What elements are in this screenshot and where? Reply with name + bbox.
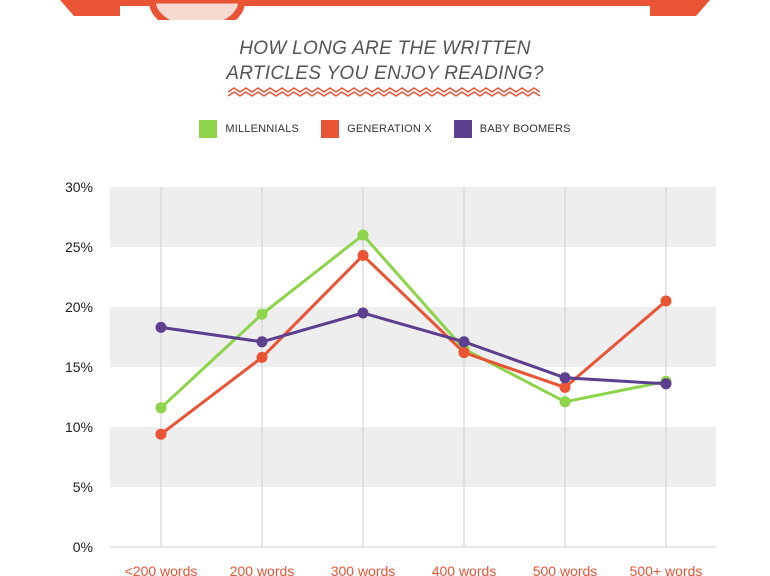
data-point-baby-boomers: [155, 321, 167, 333]
legend-swatch-generation-x: [321, 120, 340, 138]
y-tick-label: 10%: [65, 419, 93, 435]
banner-bar: [120, 0, 650, 6]
y-tick-label: 0%: [73, 539, 93, 555]
data-point-millennials: [357, 229, 369, 241]
data-point-millennials: [155, 402, 167, 414]
data-point-baby-boomers: [256, 336, 268, 348]
chart-title-line-2: ARTICLES YOU ENJOY READING?: [226, 63, 544, 84]
data-point-generation-x: [155, 428, 167, 440]
legend-item-baby-boomers: BABY BOOMERS: [453, 120, 571, 138]
legend-label-baby-boomers: BABY BOOMERS: [479, 123, 571, 135]
legend-item-generation-x: GENERATION X: [321, 120, 432, 138]
y-tick-label: 20%: [65, 299, 93, 315]
data-point-millennials: [256, 308, 268, 320]
series-line-millennials: [159, 233, 667, 409]
data-point-baby-boomers: [357, 307, 369, 319]
y-tick-label: 15%: [65, 359, 93, 375]
data-point-baby-boomers: [559, 372, 571, 384]
data-point-generation-x: [559, 381, 571, 393]
grid-band: [110, 307, 716, 367]
data-point-generation-x: [660, 295, 672, 307]
y-tick-label: 30%: [65, 179, 93, 195]
x-tick-label: 500 words: [533, 563, 598, 576]
x-tick-label: 300 words: [331, 563, 396, 576]
banner-circle: [148, 0, 246, 20]
data-point-baby-boomers: [660, 378, 672, 390]
data-point-generation-x: [458, 347, 470, 359]
banner-ribbon-right: [650, 0, 710, 16]
header-banner: [60, 0, 710, 20]
x-tick-label: <200 words: [125, 563, 198, 576]
legend-item-millennials: MILLENNIALS: [199, 120, 299, 138]
data-point-generation-x: [357, 249, 369, 261]
data-point-millennials: [559, 396, 571, 408]
legend-label-generation-x: GENERATION X: [347, 123, 432, 135]
series-line-baby-boomers: [160, 311, 667, 386]
banner-ribbon-left: [60, 0, 120, 16]
legend-swatch-millennials: [199, 120, 218, 138]
y-tick-label: 25%: [65, 239, 93, 255]
chart-title: HOW LONG ARE THE WRITTEN ARTICLES YOU EN…: [0, 36, 770, 86]
chart-legend: MILLENNIALS GENERATION X BABY BOOMERS: [0, 120, 770, 138]
legend-label-millennials: MILLENNIALS: [225, 123, 300, 135]
chart-title-line-1: HOW LONG ARE THE WRITTEN: [239, 38, 531, 59]
data-point-baby-boomers: [458, 336, 470, 348]
x-tick-label: 200 words: [230, 563, 295, 576]
x-tick-label: 400 words: [432, 563, 497, 576]
data-point-generation-x: [256, 351, 268, 363]
x-tick-label: 500+ words: [630, 563, 703, 576]
grid-band: [110, 427, 716, 487]
grid-band: [110, 187, 716, 247]
y-tick-label: 5%: [73, 479, 93, 495]
series-line-generation-x: [160, 253, 667, 436]
legend-swatch-baby-boomers: [453, 120, 472, 138]
title-zigzag-divider: [228, 87, 540, 97]
